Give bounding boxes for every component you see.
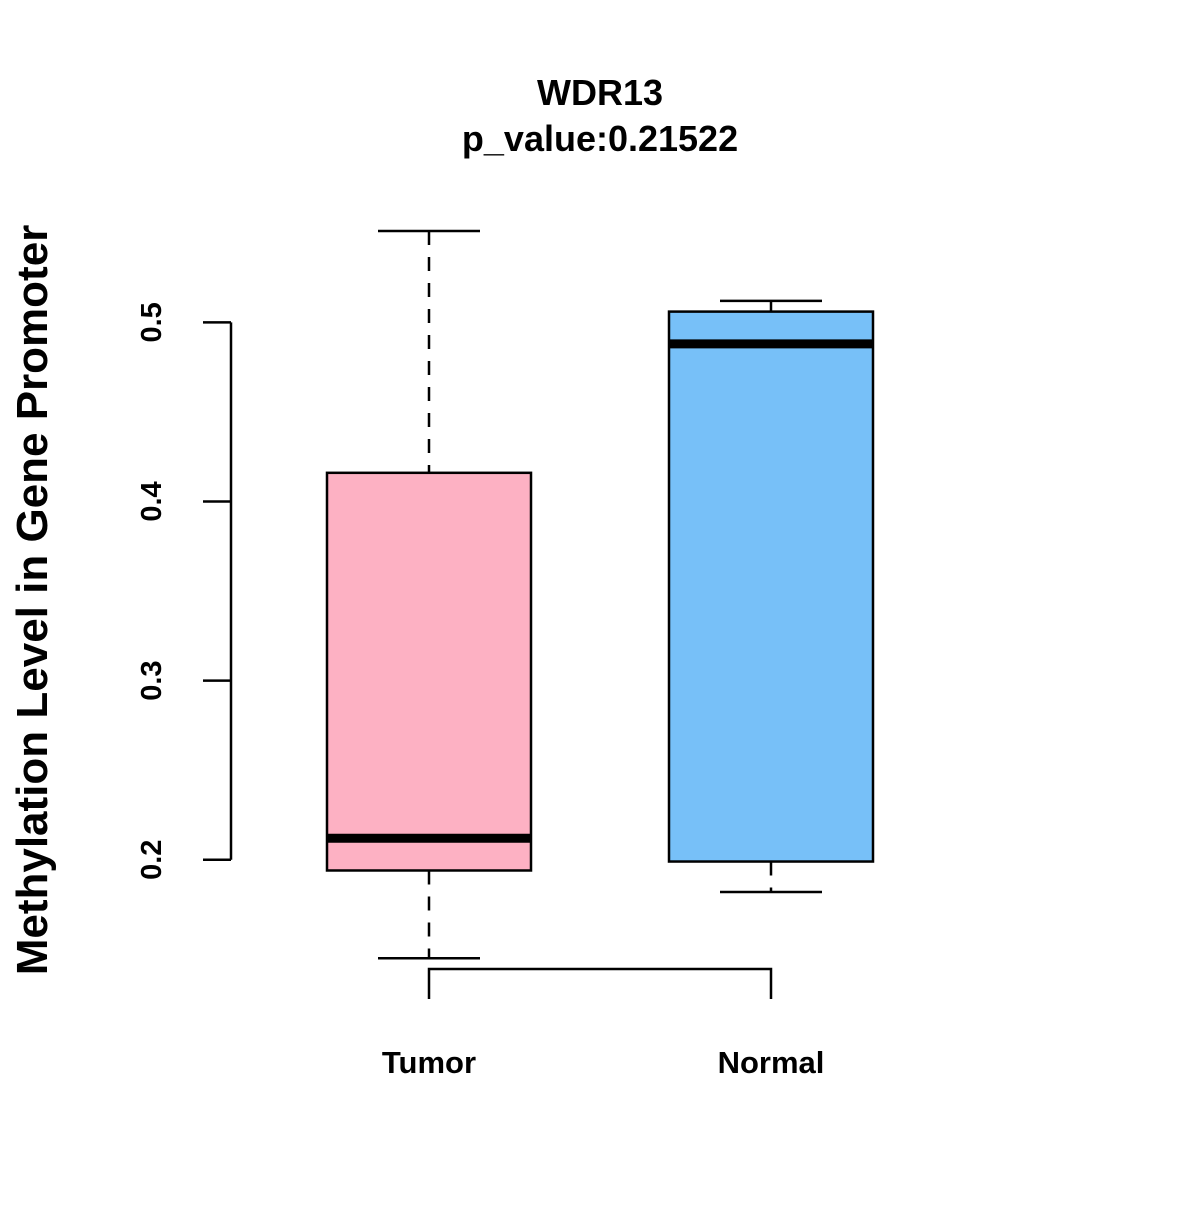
category-labels: Tumor Normal — [382, 1045, 824, 1080]
y-axis-label: Methylation Level in Gene Promoter — [8, 225, 57, 976]
bracket-line — [427, 967, 773, 999]
box-rect-tumor — [325, 471, 533, 872]
y-tick-label-0-3: 0.3 — [136, 660, 168, 700]
category-label-tumor: Tumor — [382, 1045, 476, 1080]
box-rect-normal — [667, 310, 875, 863]
box-normal — [667, 299, 875, 894]
boxes-layer — [325, 229, 875, 960]
chart-title: WDR13 — [537, 72, 663, 113]
chart-subtitle: p_value:0.21522 — [462, 118, 738, 159]
y-tick-label-0-5: 0.5 — [136, 302, 168, 342]
comparison-bracket — [427, 967, 773, 999]
category-label-normal: Normal — [718, 1045, 825, 1080]
box-tumor — [325, 229, 533, 960]
y-tick-label-0-4: 0.4 — [136, 481, 168, 521]
y-axis: 0.2 0.3 0.4 0.5 — [136, 302, 233, 880]
y-tick-label-0-2: 0.2 — [136, 840, 168, 880]
